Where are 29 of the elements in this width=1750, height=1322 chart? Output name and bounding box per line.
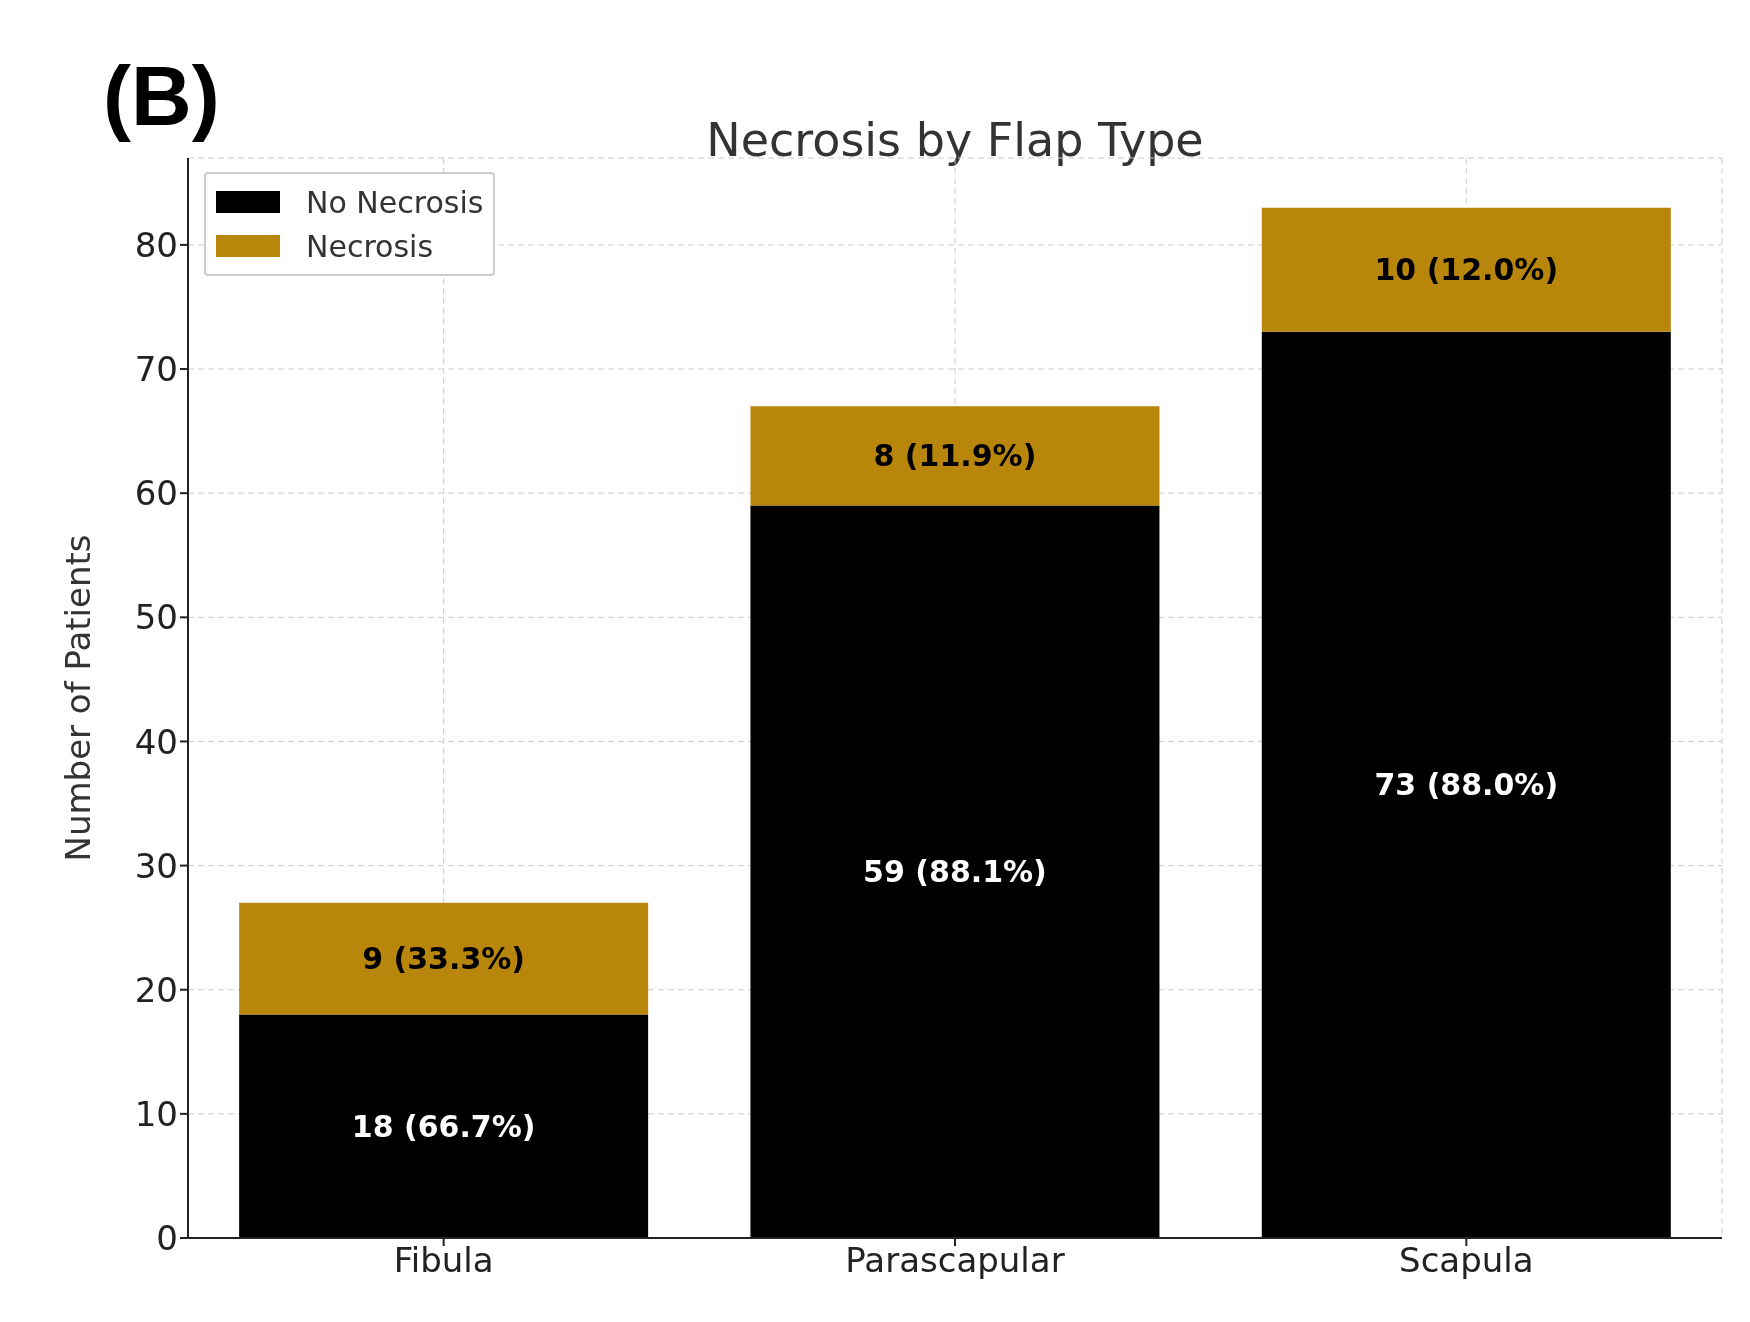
y-tick-label: 70 bbox=[134, 349, 178, 390]
y-tick-label: 30 bbox=[134, 845, 178, 886]
text: (B) bbox=[103, 48, 220, 145]
bar bbox=[750, 505, 1160, 1238]
y-tick-label: 50 bbox=[134, 597, 178, 638]
data-label: 73 (88.0%) bbox=[1374, 767, 1559, 803]
legend-label: Necrosis bbox=[306, 228, 434, 264]
bar bbox=[1261, 207, 1671, 332]
bar bbox=[239, 902, 649, 1015]
data-label: 18 (66.7%) bbox=[351, 1108, 536, 1144]
y-tick-label: 60 bbox=[134, 473, 178, 514]
bar bbox=[750, 406, 1160, 506]
chart-title: Necrosis by Flap Type bbox=[706, 113, 1204, 167]
x-tick-label: Scapula bbox=[1399, 1240, 1534, 1281]
x-tick-label: Parascapular bbox=[845, 1240, 1065, 1281]
legend-label: No Necrosis bbox=[306, 184, 484, 220]
data-label: 59 (88.1%) bbox=[863, 854, 1047, 890]
bar bbox=[1261, 331, 1671, 1238]
y-tick-label: 10 bbox=[134, 1093, 178, 1134]
y-tick-label: 0 bbox=[156, 1218, 178, 1259]
y-tick-label: 20 bbox=[134, 969, 178, 1010]
x-tick-label: Fibula bbox=[393, 1240, 494, 1281]
data-label: 9 (33.3%) bbox=[362, 941, 526, 977]
bar bbox=[239, 1014, 649, 1238]
data-label: 8 (11.9%) bbox=[873, 438, 1037, 474]
y-tick-label: 80 bbox=[134, 224, 178, 265]
data-label: 10 (12.0%) bbox=[1374, 252, 1559, 288]
y-tick-label: 40 bbox=[134, 721, 178, 762]
y-axis-title: Number of Patients bbox=[58, 534, 99, 862]
